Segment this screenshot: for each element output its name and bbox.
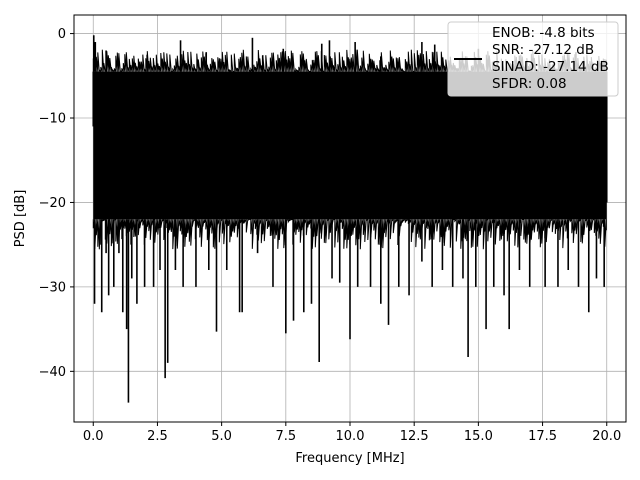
legend-entry-sinad: SINAD: -27.14 dB [492, 59, 609, 75]
legend: ENOB: -4.8 bits SNR: -27.12 dB SINAD: -2… [447, 21, 619, 97]
legend-entry-snr: SNR: -27.12 dB [492, 42, 594, 58]
y-tick-label: −30 [39, 280, 66, 295]
y-axis-ticks: 0 −10 −20 −30 −40 [39, 27, 74, 380]
y-tick-label: −10 [39, 112, 66, 127]
x-tick-label: 7.5 [275, 429, 296, 444]
x-tick-label: 0.0 [83, 429, 104, 444]
psd-trace [92, 35, 608, 403]
y-tick-label: 0 [58, 27, 66, 42]
y-axis-label: PSD [dB] [13, 190, 28, 248]
x-tick-label: 17.5 [528, 429, 557, 444]
legend-box [447, 21, 619, 97]
x-axis-ticks: 0.0 2.5 5.0 7.5 10.0 12.5 15.0 17.5 20.0 [83, 422, 621, 444]
y-tick-label: −20 [39, 196, 66, 211]
x-tick-label: 10.0 [336, 429, 365, 444]
y-tick-label: −40 [39, 365, 66, 380]
x-tick-label: 2.5 [147, 429, 168, 444]
legend-entry-sfdr: SFDR: 0.08 [492, 76, 567, 92]
x-tick-label: 15.0 [464, 429, 493, 444]
legend-entry-enob: ENOB: -4.8 bits [492, 25, 595, 41]
x-axis-label: Frequency [MHz] [295, 451, 404, 466]
x-tick-label: 20.0 [592, 429, 621, 444]
x-tick-label: 5.0 [211, 429, 232, 444]
x-tick-label: 12.5 [400, 429, 429, 444]
